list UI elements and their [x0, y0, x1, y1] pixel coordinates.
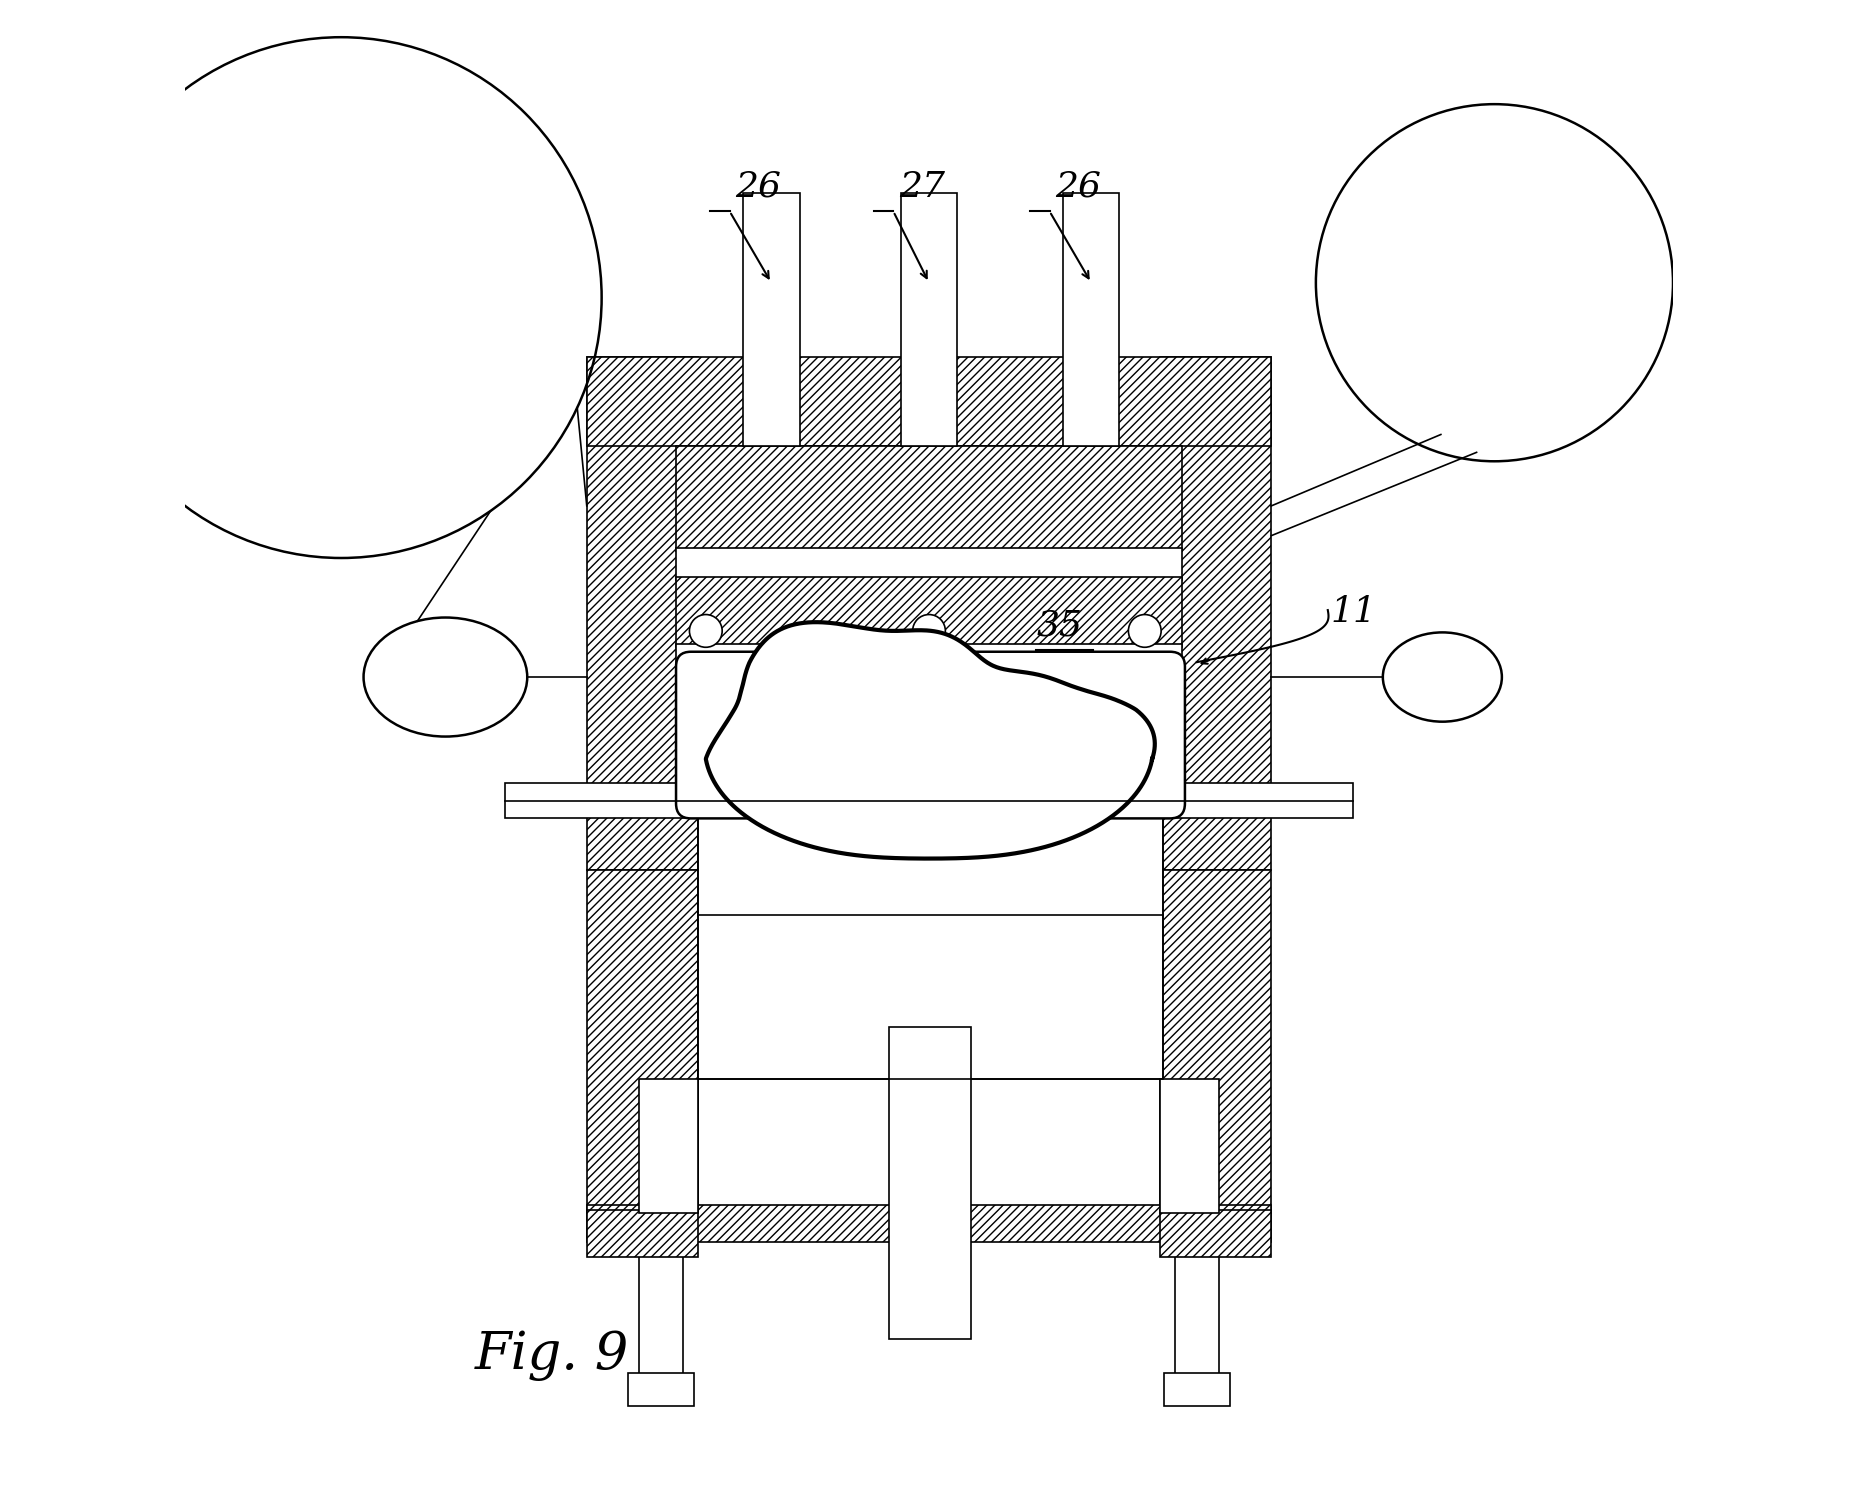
Bar — [587, 1210, 698, 1257]
Bar — [639, 1242, 683, 1376]
Bar — [901, 193, 956, 446]
Text: 11: 11 — [1330, 595, 1376, 629]
Text: 26: 26 — [1055, 170, 1101, 204]
Bar — [676, 446, 1181, 551]
Bar — [676, 548, 1181, 580]
Text: 27: 27 — [899, 170, 945, 204]
Bar — [743, 193, 799, 446]
Bar — [676, 644, 1181, 670]
Bar — [587, 357, 1270, 446]
Bar — [1164, 1373, 1229, 1406]
Bar — [1062, 193, 1120, 446]
Text: Fig. 9: Fig. 9 — [475, 1330, 630, 1381]
Bar — [587, 357, 698, 870]
Bar — [1159, 1210, 1270, 1257]
Bar — [639, 1079, 698, 1213]
Bar — [1142, 667, 1170, 804]
Circle shape — [689, 615, 722, 647]
Bar — [587, 870, 698, 1213]
Text: 26: 26 — [735, 170, 782, 204]
Text: 35: 35 — [1036, 609, 1081, 643]
Bar — [1159, 1079, 1218, 1213]
FancyBboxPatch shape — [676, 652, 1185, 818]
Bar — [691, 667, 717, 804]
Bar — [628, 1373, 693, 1406]
Bar — [1159, 357, 1270, 870]
Polygon shape — [706, 622, 1155, 859]
Bar — [1159, 870, 1270, 1213]
Bar — [505, 783, 1352, 818]
Bar — [676, 577, 1181, 647]
Bar — [1174, 1242, 1218, 1376]
Circle shape — [1127, 615, 1161, 647]
Bar — [888, 1027, 969, 1339]
Bar — [587, 1205, 1270, 1242]
Circle shape — [912, 615, 945, 647]
Bar — [698, 818, 1162, 1079]
